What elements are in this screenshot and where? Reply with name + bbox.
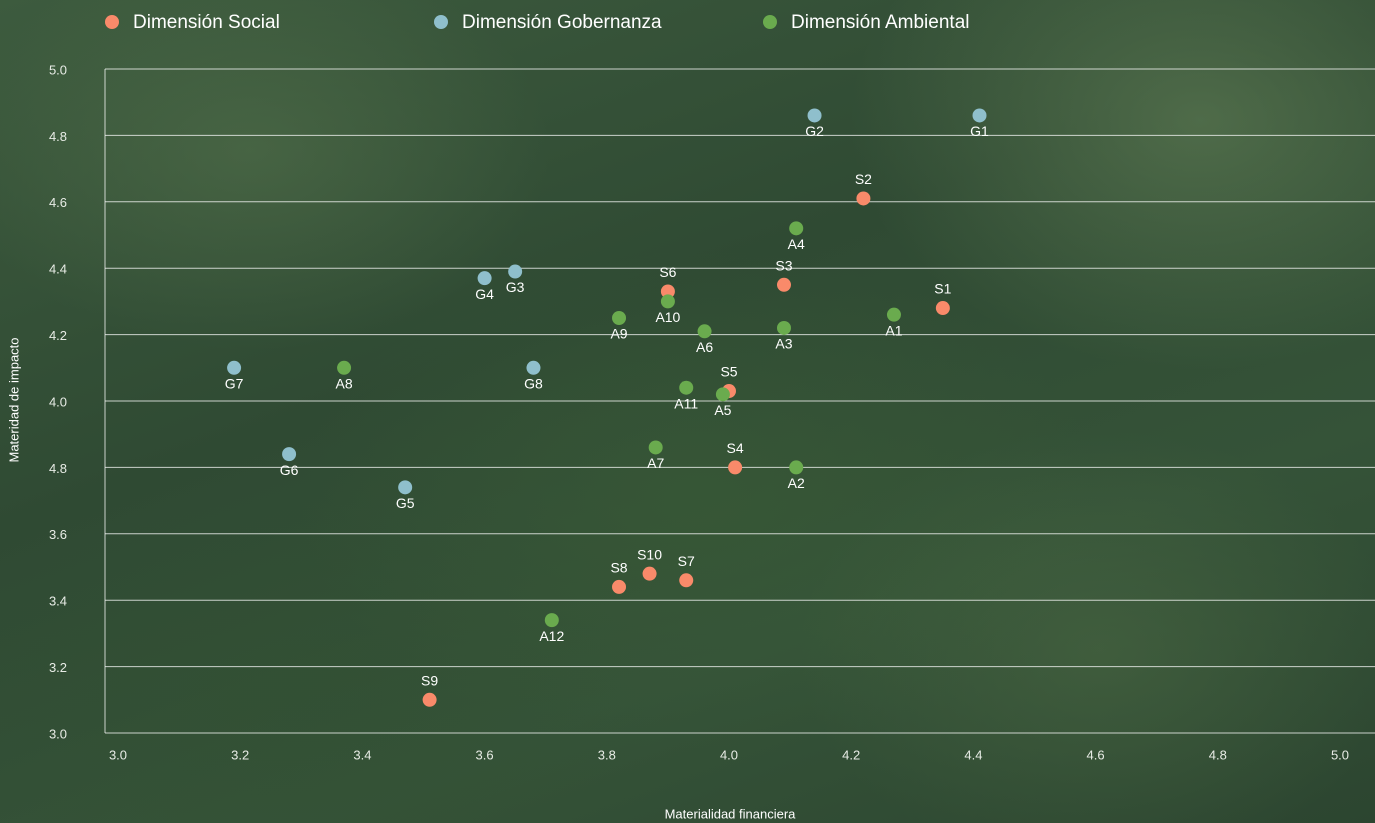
x-tick-label: 3.8 (598, 747, 616, 762)
y-tick-label: 4.2 (49, 328, 67, 343)
scatter-point (337, 360, 352, 375)
point-label: A8 (336, 376, 353, 392)
scatter-point (935, 301, 950, 316)
point-label: A3 (775, 336, 792, 352)
point-label: S9 (421, 673, 438, 689)
x-tick-label: 5.0 (1331, 747, 1349, 762)
point-label: A10 (655, 309, 680, 325)
scatter-point (776, 277, 791, 292)
point-label: G8 (524, 376, 543, 392)
legend-label: Dimensión Social (133, 12, 280, 33)
scatter-point (660, 294, 675, 309)
scatter-point (697, 324, 712, 339)
point-label: A2 (788, 475, 805, 491)
scatter-point (422, 692, 437, 707)
x-tick-label: 3.4 (353, 747, 371, 762)
point-label: G7 (225, 376, 244, 392)
point-label: S10 (637, 546, 662, 562)
y-tick-label: 3.6 (49, 527, 67, 542)
y-axis-title: Materidad de impacto (6, 337, 21, 462)
y-tick-label: 3.0 (49, 726, 67, 741)
x-tick-label: 3.0 (109, 747, 127, 762)
point-label: G5 (396, 495, 415, 511)
scatter-point (679, 380, 694, 395)
y-tick-label: 4.4 (49, 262, 67, 277)
scatter-point (544, 613, 559, 628)
scatter-point (715, 387, 730, 402)
scatter-point (728, 460, 743, 475)
scatter-point (526, 360, 541, 375)
y-tick-label: 5.0 (49, 62, 67, 77)
point-label: S1 (934, 281, 951, 297)
legend-label: Dimensión Gobernanza (462, 12, 662, 33)
x-tick-label: 4.8 (1209, 747, 1227, 762)
point-label: S3 (775, 258, 792, 274)
point-label: A12 (539, 628, 564, 644)
point-label: S7 (678, 553, 695, 569)
point-label: A6 (696, 339, 713, 355)
point-label: S4 (727, 440, 744, 456)
x-tick-label: 4.2 (842, 747, 860, 762)
scatter-point (282, 447, 297, 462)
x-tick-label: 3.6 (476, 747, 494, 762)
legend-label: Dimensión Ambiental (791, 12, 969, 33)
y-tick-label: 3.2 (49, 660, 67, 675)
x-tick-label: 4.6 (1087, 747, 1105, 762)
y-tick-label: 4.0 (49, 394, 67, 409)
x-tick-label: 4.4 (964, 747, 982, 762)
x-tick-label: 3.2 (231, 747, 249, 762)
scatter-point (227, 360, 242, 375)
scatter-point (807, 108, 822, 123)
point-label: S2 (855, 171, 872, 187)
point-label: A7 (647, 455, 664, 471)
point-label: S5 (720, 364, 737, 380)
point-label: G3 (506, 279, 525, 295)
x-axis-title: Materialidad financiera (665, 806, 797, 821)
point-label: G1 (970, 123, 989, 139)
point-label: A11 (674, 395, 698, 411)
legend-marker (763, 15, 777, 29)
point-label: G4 (475, 286, 494, 302)
x-tick-label: 4.0 (720, 747, 738, 762)
scatter-point (660, 284, 675, 299)
scatter-point (612, 311, 627, 325)
scatter-point (886, 307, 901, 322)
y-tick-label: 4.8 (49, 129, 67, 144)
scatter-point (789, 460, 804, 475)
point-label: S8 (610, 560, 627, 576)
scatter-point (612, 579, 627, 594)
point-label: G6 (280, 462, 299, 478)
point-label: G2 (805, 123, 824, 139)
y-tick-label: 3.4 (49, 594, 67, 609)
legend-marker (105, 15, 119, 29)
point-label: A4 (788, 236, 805, 252)
point-label: A1 (885, 322, 902, 338)
scatter-point (856, 191, 871, 206)
scatter-point (398, 480, 413, 495)
scatter-point (679, 573, 694, 588)
point-label: S6 (659, 264, 676, 280)
scatter-point (648, 440, 663, 455)
legend-marker (434, 15, 448, 29)
scatter-point (972, 108, 987, 123)
scatter-point (642, 566, 657, 581)
scatter-point (477, 271, 492, 286)
y-tick-label: 4.6 (49, 195, 67, 210)
scatter-point (789, 221, 804, 236)
point-label: A5 (714, 402, 731, 418)
scatter-point (776, 320, 791, 335)
point-label: A9 (610, 326, 627, 342)
y-tick-label: 4.8 (49, 461, 67, 476)
scatter-point (508, 264, 523, 279)
